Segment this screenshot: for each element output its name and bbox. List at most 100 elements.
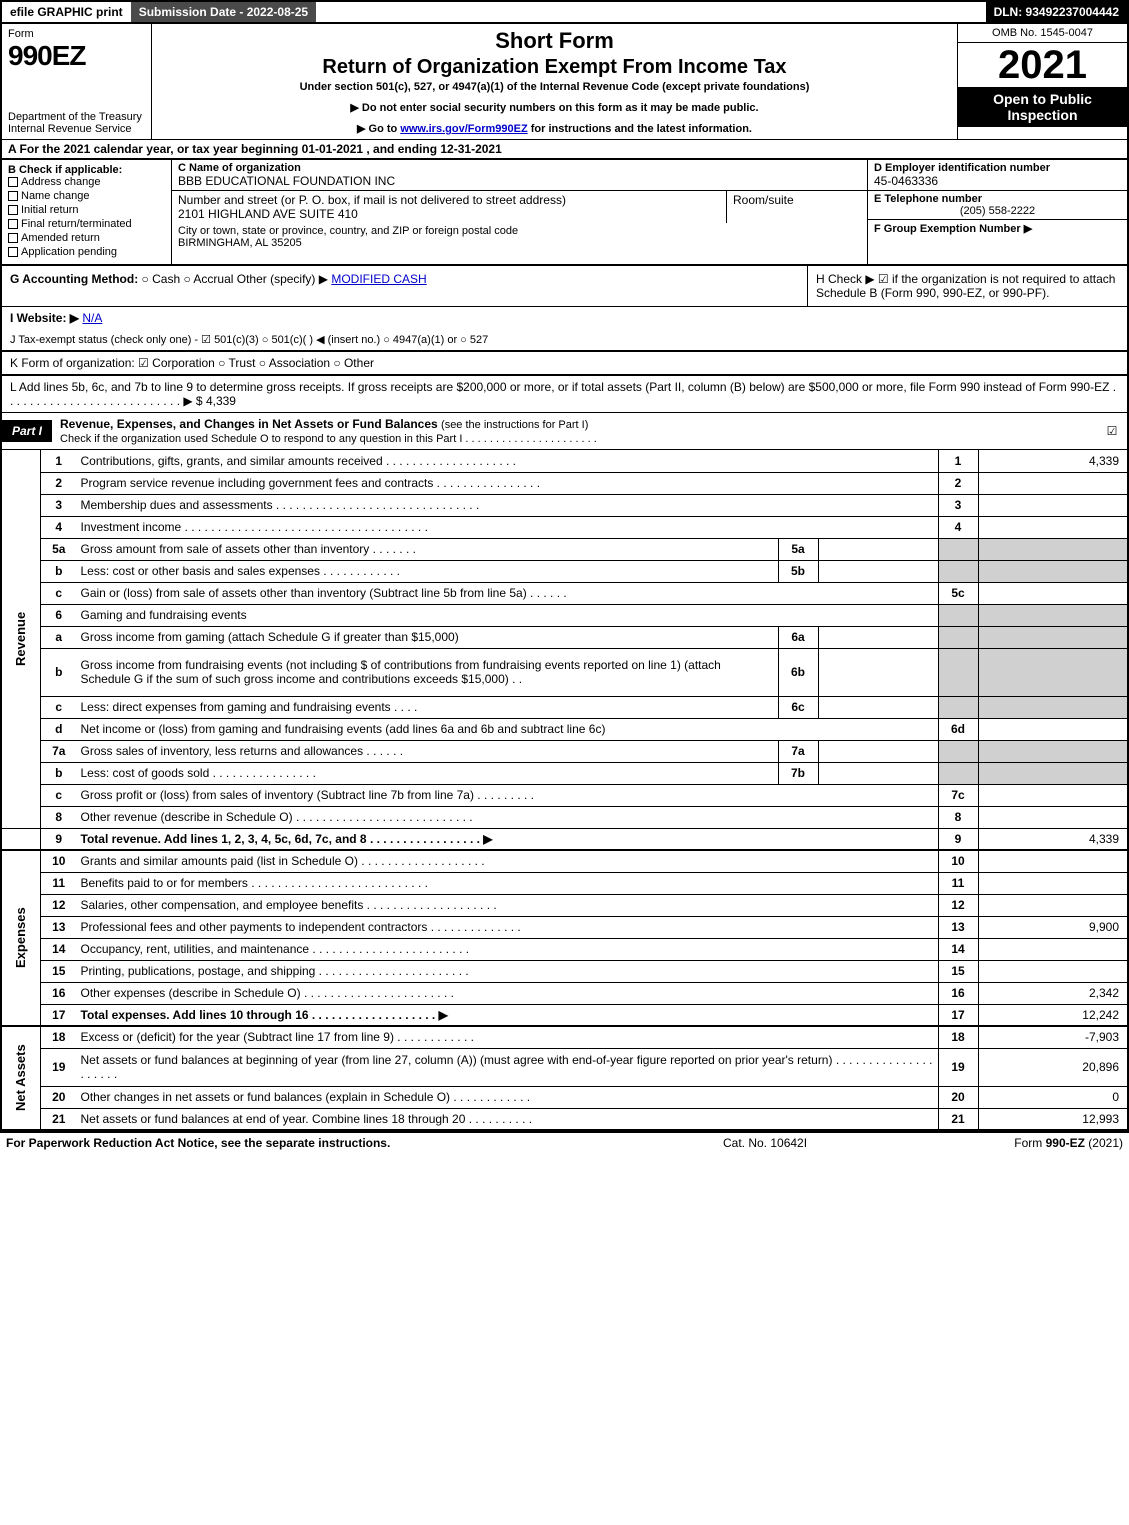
section-b: B Check if applicable: Address change Na… (2, 160, 172, 264)
row-7a: 7aGross sales of inventory, less returns… (1, 740, 1128, 762)
row-12: 12Salaries, other compensation, and empl… (1, 894, 1128, 916)
revenue-label: Revenue (1, 450, 41, 828)
row-11: 11Benefits paid to or for members . . . … (1, 872, 1128, 894)
c-name-label: C Name of organization (178, 162, 301, 174)
header-center: Short Form Return of Organization Exempt… (152, 24, 957, 139)
street-label: Number and street (or P. O. box, if mail… (178, 193, 566, 207)
form-header: Form 990EZ Department of the Treasury In… (0, 24, 1129, 139)
chk-amended-return[interactable]: Amended return (8, 232, 165, 244)
city-label: City or town, state or province, country… (178, 225, 518, 237)
tel-cell: E Telephone number (205) 558-2222 (868, 191, 1127, 220)
row-15: 15Printing, publications, postage, and s… (1, 960, 1128, 982)
row-6d: dNet income or (loss) from gaming and fu… (1, 718, 1128, 740)
row-7c: cGross profit or (loss) from sales of in… (1, 784, 1128, 806)
g-label: G Accounting Method: (10, 272, 138, 286)
ein-label: D Employer identification number (874, 162, 1050, 174)
r1-rn: 1 (938, 450, 978, 472)
part1-checkbox[interactable]: ☑ (1097, 424, 1127, 438)
chk-initial-return[interactable]: Initial return (8, 204, 165, 216)
group-label: F Group Exemption Number ▶ (874, 223, 1032, 235)
part1-subtitle: (see the instructions for Part I) (441, 419, 588, 431)
no-ssn-notice: ▶ Do not enter social security numbers o… (160, 101, 949, 114)
omb-number: OMB No. 1545-0047 (958, 24, 1127, 43)
line-a: A For the 2021 calendar year, or tax yea… (0, 139, 1129, 160)
row-1: Revenue 1 Contributions, gifts, grants, … (1, 450, 1128, 472)
efile-print[interactable]: efile GRAPHIC print (2, 2, 131, 22)
part1-tab: Part I (2, 420, 52, 442)
irs-url[interactable]: www.irs.gov/Form990EZ (400, 123, 527, 135)
row-6c: cLess: direct expenses from gaming and f… (1, 696, 1128, 718)
chk-final-return[interactable]: Final return/terminated (8, 218, 165, 230)
expenses-label: Expenses (1, 850, 41, 1026)
header-right: OMB No. 1545-0047 2021 Open to Public In… (957, 24, 1127, 139)
street-value: 2101 HIGHLAND AVE SUITE 410 (178, 207, 358, 221)
row-7b: bLess: cost of goods sold . . . . . . . … (1, 762, 1128, 784)
city-cell: City or town, state or province, country… (172, 223, 867, 264)
form-number: 990EZ (8, 40, 145, 72)
chk-address-change[interactable]: Address change (8, 176, 165, 188)
row-10: Expenses10Grants and similar amounts pai… (1, 850, 1128, 872)
row-21: 21Net assets or fund balances at end of … (1, 1108, 1128, 1130)
line-l: L Add lines 5b, 6c, and 7b to line 9 to … (0, 376, 1129, 413)
part1-header: Part I Revenue, Expenses, and Changes in… (0, 413, 1129, 450)
ein-cell: D Employer identification number 45-0463… (868, 160, 1127, 191)
return-title: Return of Organization Exempt From Incom… (160, 56, 949, 79)
part1-title-text: Revenue, Expenses, and Changes in Net As… (60, 417, 438, 431)
ein-value: 45-0463336 (874, 174, 938, 188)
g-value: MODIFIED CASH (331, 272, 426, 286)
row-16: 16Other expenses (describe in Schedule O… (1, 982, 1128, 1004)
tel-value: (205) 558-2222 (874, 205, 1121, 217)
row-14: 14Occupancy, rent, utilities, and mainte… (1, 938, 1128, 960)
i-label: I Website: ▶ (10, 311, 79, 325)
group-exemption-cell: F Group Exemption Number ▶ (868, 220, 1127, 264)
row-6a: aGross income from gaming (attach Schedu… (1, 626, 1128, 648)
header-left: Form 990EZ Department of the Treasury In… (2, 24, 152, 139)
row-5b: bLess: cost or other basis and sales exp… (1, 560, 1128, 582)
short-form-title: Short Form (160, 28, 949, 54)
row-5c: cGain or (loss) from sale of assets othe… (1, 582, 1128, 604)
org-name-cell: C Name of organization BBB EDUCATIONAL F… (172, 160, 867, 191)
row-4: 4Investment income . . . . . . . . . . .… (1, 516, 1128, 538)
footer-right: Form 990-EZ (2021) (923, 1136, 1123, 1150)
h-text: H Check ▶ ☑ if the organization is not r… (816, 272, 1115, 300)
l-text: L Add lines 5b, 6c, and 7b to line 9 to … (10, 380, 1116, 408)
spacer (316, 2, 985, 22)
line-j: J Tax-exempt status (check only one) - ☑… (0, 329, 1129, 351)
part1-title: Revenue, Expenses, and Changes in Net As… (52, 413, 1097, 449)
chk-name-change[interactable]: Name change (8, 190, 165, 202)
org-name: BBB EDUCATIONAL FOUNDATION INC (178, 174, 395, 188)
section-def: D Employer identification number 45-0463… (867, 160, 1127, 264)
part1-table: Revenue 1 Contributions, gifts, grants, … (0, 450, 1129, 1131)
street-row: Number and street (or P. O. box, if mail… (172, 191, 867, 223)
line-k: K Form of organization: ☑ Corporation ○ … (0, 351, 1129, 376)
l-value: 4,339 (206, 394, 236, 408)
tel-label: E Telephone number (874, 193, 982, 205)
i-value: N/A (82, 311, 102, 325)
line-h: H Check ▶ ☑ if the organization is not r… (807, 266, 1127, 306)
dln: DLN: 93492237004442 (986, 2, 1127, 22)
form-label: Form (8, 28, 145, 40)
row-2: 2Program service revenue including gover… (1, 472, 1128, 494)
info-block: B Check if applicable: Address change Na… (0, 160, 1129, 266)
submission-date: Submission Date - 2022-08-25 (131, 2, 316, 22)
footer-mid: Cat. No. 10642I (723, 1136, 923, 1150)
room-label: Room/suite (733, 193, 794, 207)
row-6: 6Gaming and fundraising events (1, 604, 1128, 626)
row-8: 8Other revenue (describe in Schedule O) … (1, 806, 1128, 828)
row-18: Net Assets18Excess or (deficit) for the … (1, 1026, 1128, 1048)
footer-left: For Paperwork Reduction Act Notice, see … (6, 1136, 723, 1150)
section-c: C Name of organization BBB EDUCATIONAL F… (172, 160, 867, 264)
room-cell: Room/suite (727, 191, 867, 223)
r1-num: 1 (41, 450, 77, 472)
row-6b: bGross income from fundraising events (n… (1, 648, 1128, 696)
part1-check-text: Check if the organization used Schedule … (60, 433, 597, 445)
city-value: BIRMINGHAM, AL 35205 (178, 237, 302, 249)
section-gh: G Accounting Method: ○ Cash ○ Accrual Ot… (0, 266, 1129, 307)
goto-link[interactable]: ▶ Go to www.irs.gov/Form990EZ for instru… (160, 122, 949, 135)
chk-application-pending[interactable]: Application pending (8, 246, 165, 258)
topbar: efile GRAPHIC print Submission Date - 20… (0, 0, 1129, 24)
netassets-label: Net Assets (1, 1026, 41, 1130)
r1-rv: 4,339 (978, 450, 1128, 472)
row-20: 20Other changes in net assets or fund ba… (1, 1086, 1128, 1108)
row-13: 13Professional fees and other payments t… (1, 916, 1128, 938)
